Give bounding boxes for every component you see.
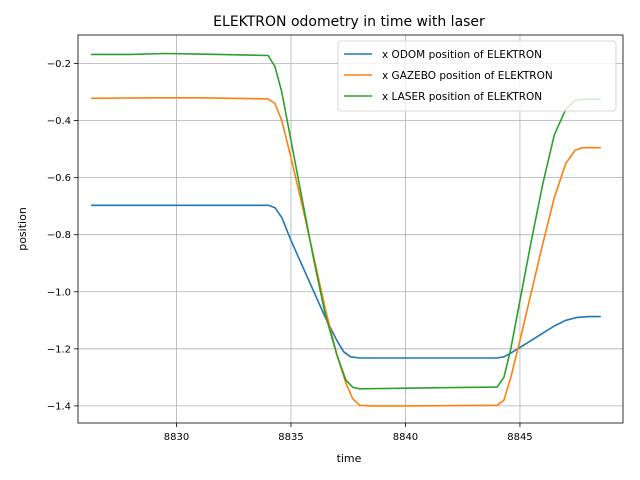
y-tick-label: −0.4 bbox=[47, 116, 71, 127]
tick-layer: 8830 8835 8840 8845 −1.4 −1.2 −1.0 −0.8 −0.6 −0.4… bbox=[47, 59, 533, 443]
legend-label: x ODOM position of ELEKTRON bbox=[382, 49, 542, 61]
y-tick-label: −1.4 bbox=[47, 401, 71, 412]
x-tick-label: 8845 bbox=[507, 432, 532, 443]
legend: x ODOM position of ELEKTRON x GAZEBO posi… bbox=[337, 40, 617, 112]
chart-title: ELEKTRON odometry in time with laser bbox=[213, 14, 485, 30]
series-line-2 bbox=[90, 97, 601, 407]
series-line-3 bbox=[90, 52, 601, 390]
y-tick-label: −1.0 bbox=[47, 287, 71, 298]
legend-frame bbox=[337, 40, 617, 112]
y-tick-label: −0.2 bbox=[47, 59, 71, 70]
y-tick-label: −0.8 bbox=[47, 230, 71, 241]
legend-label: x LASER position of ELEKTRON bbox=[382, 91, 542, 103]
x-tick-label: 8830 bbox=[164, 432, 189, 443]
plot-frame bbox=[77, 34, 624, 424]
x-tick-label: 8840 bbox=[393, 432, 418, 443]
x-axis-label: time bbox=[337, 452, 362, 465]
legend-label: x GAZEBO position of ELEKTRON bbox=[382, 70, 553, 82]
series-layer bbox=[90, 52, 601, 407]
x-tick-label: 8835 bbox=[278, 432, 303, 443]
series-line-1 bbox=[90, 204, 601, 359]
y-tick-label: −0.6 bbox=[47, 173, 71, 184]
y-tick-label: −1.2 bbox=[47, 344, 71, 355]
y-axis-label: position bbox=[16, 207, 29, 251]
